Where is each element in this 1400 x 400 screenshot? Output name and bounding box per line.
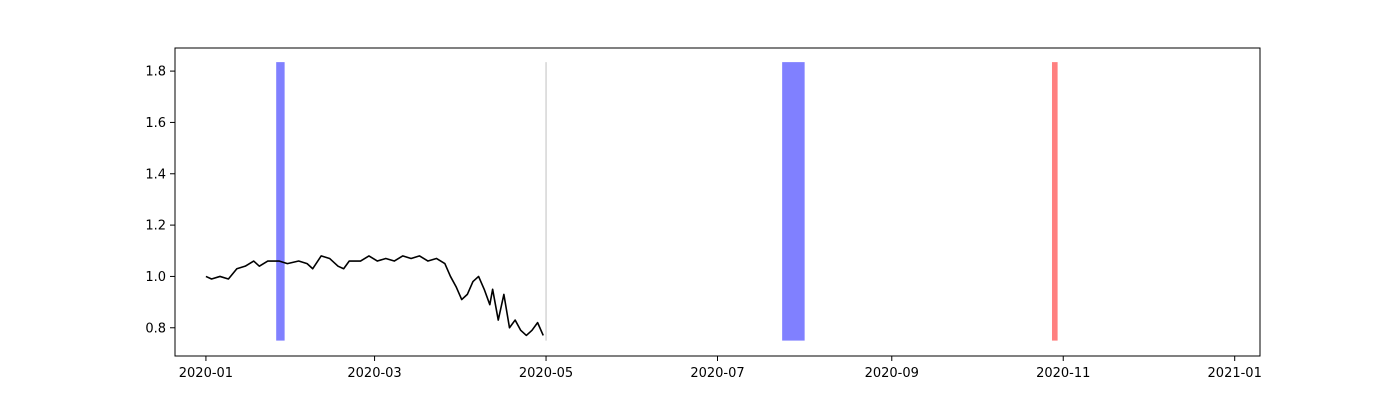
- x-tick-label: 2020-11: [1036, 366, 1090, 381]
- highlight-band: [1051, 62, 1058, 341]
- x-tick-label: 2020-09: [865, 366, 919, 381]
- series-line: [205, 255, 544, 337]
- x-tick-label: 2020-01: [179, 366, 233, 381]
- y-axis: 0.8 1.0 1.2 1.4 1.6 1.8: [145, 65, 175, 336]
- x-tick-label: 2020-03: [347, 366, 401, 381]
- x-tick-label: 2020-07: [690, 366, 744, 381]
- x-axis: 2020-01 2020-03 2020-05 2020-07 2020-09 2020-…: [179, 356, 1262, 381]
- line-layer: [205, 255, 544, 337]
- y-tick-label: 1.6: [145, 116, 166, 131]
- y-tick-label: 1.8: [145, 65, 166, 80]
- y-tick-label: 0.8: [145, 321, 166, 336]
- highlight-band: [782, 62, 805, 341]
- y-tick-label: 1.4: [145, 167, 166, 182]
- y-tick-label: 1.0: [145, 270, 166, 285]
- highlights-layer: [276, 62, 1058, 341]
- x-tick-label: 2020-05: [519, 366, 573, 381]
- plot-area-frame: [174, 47, 1261, 357]
- highlight-band: [276, 62, 285, 341]
- x-tick-label: 2021-01: [1208, 366, 1262, 381]
- y-tick-label: 1.2: [145, 219, 166, 234]
